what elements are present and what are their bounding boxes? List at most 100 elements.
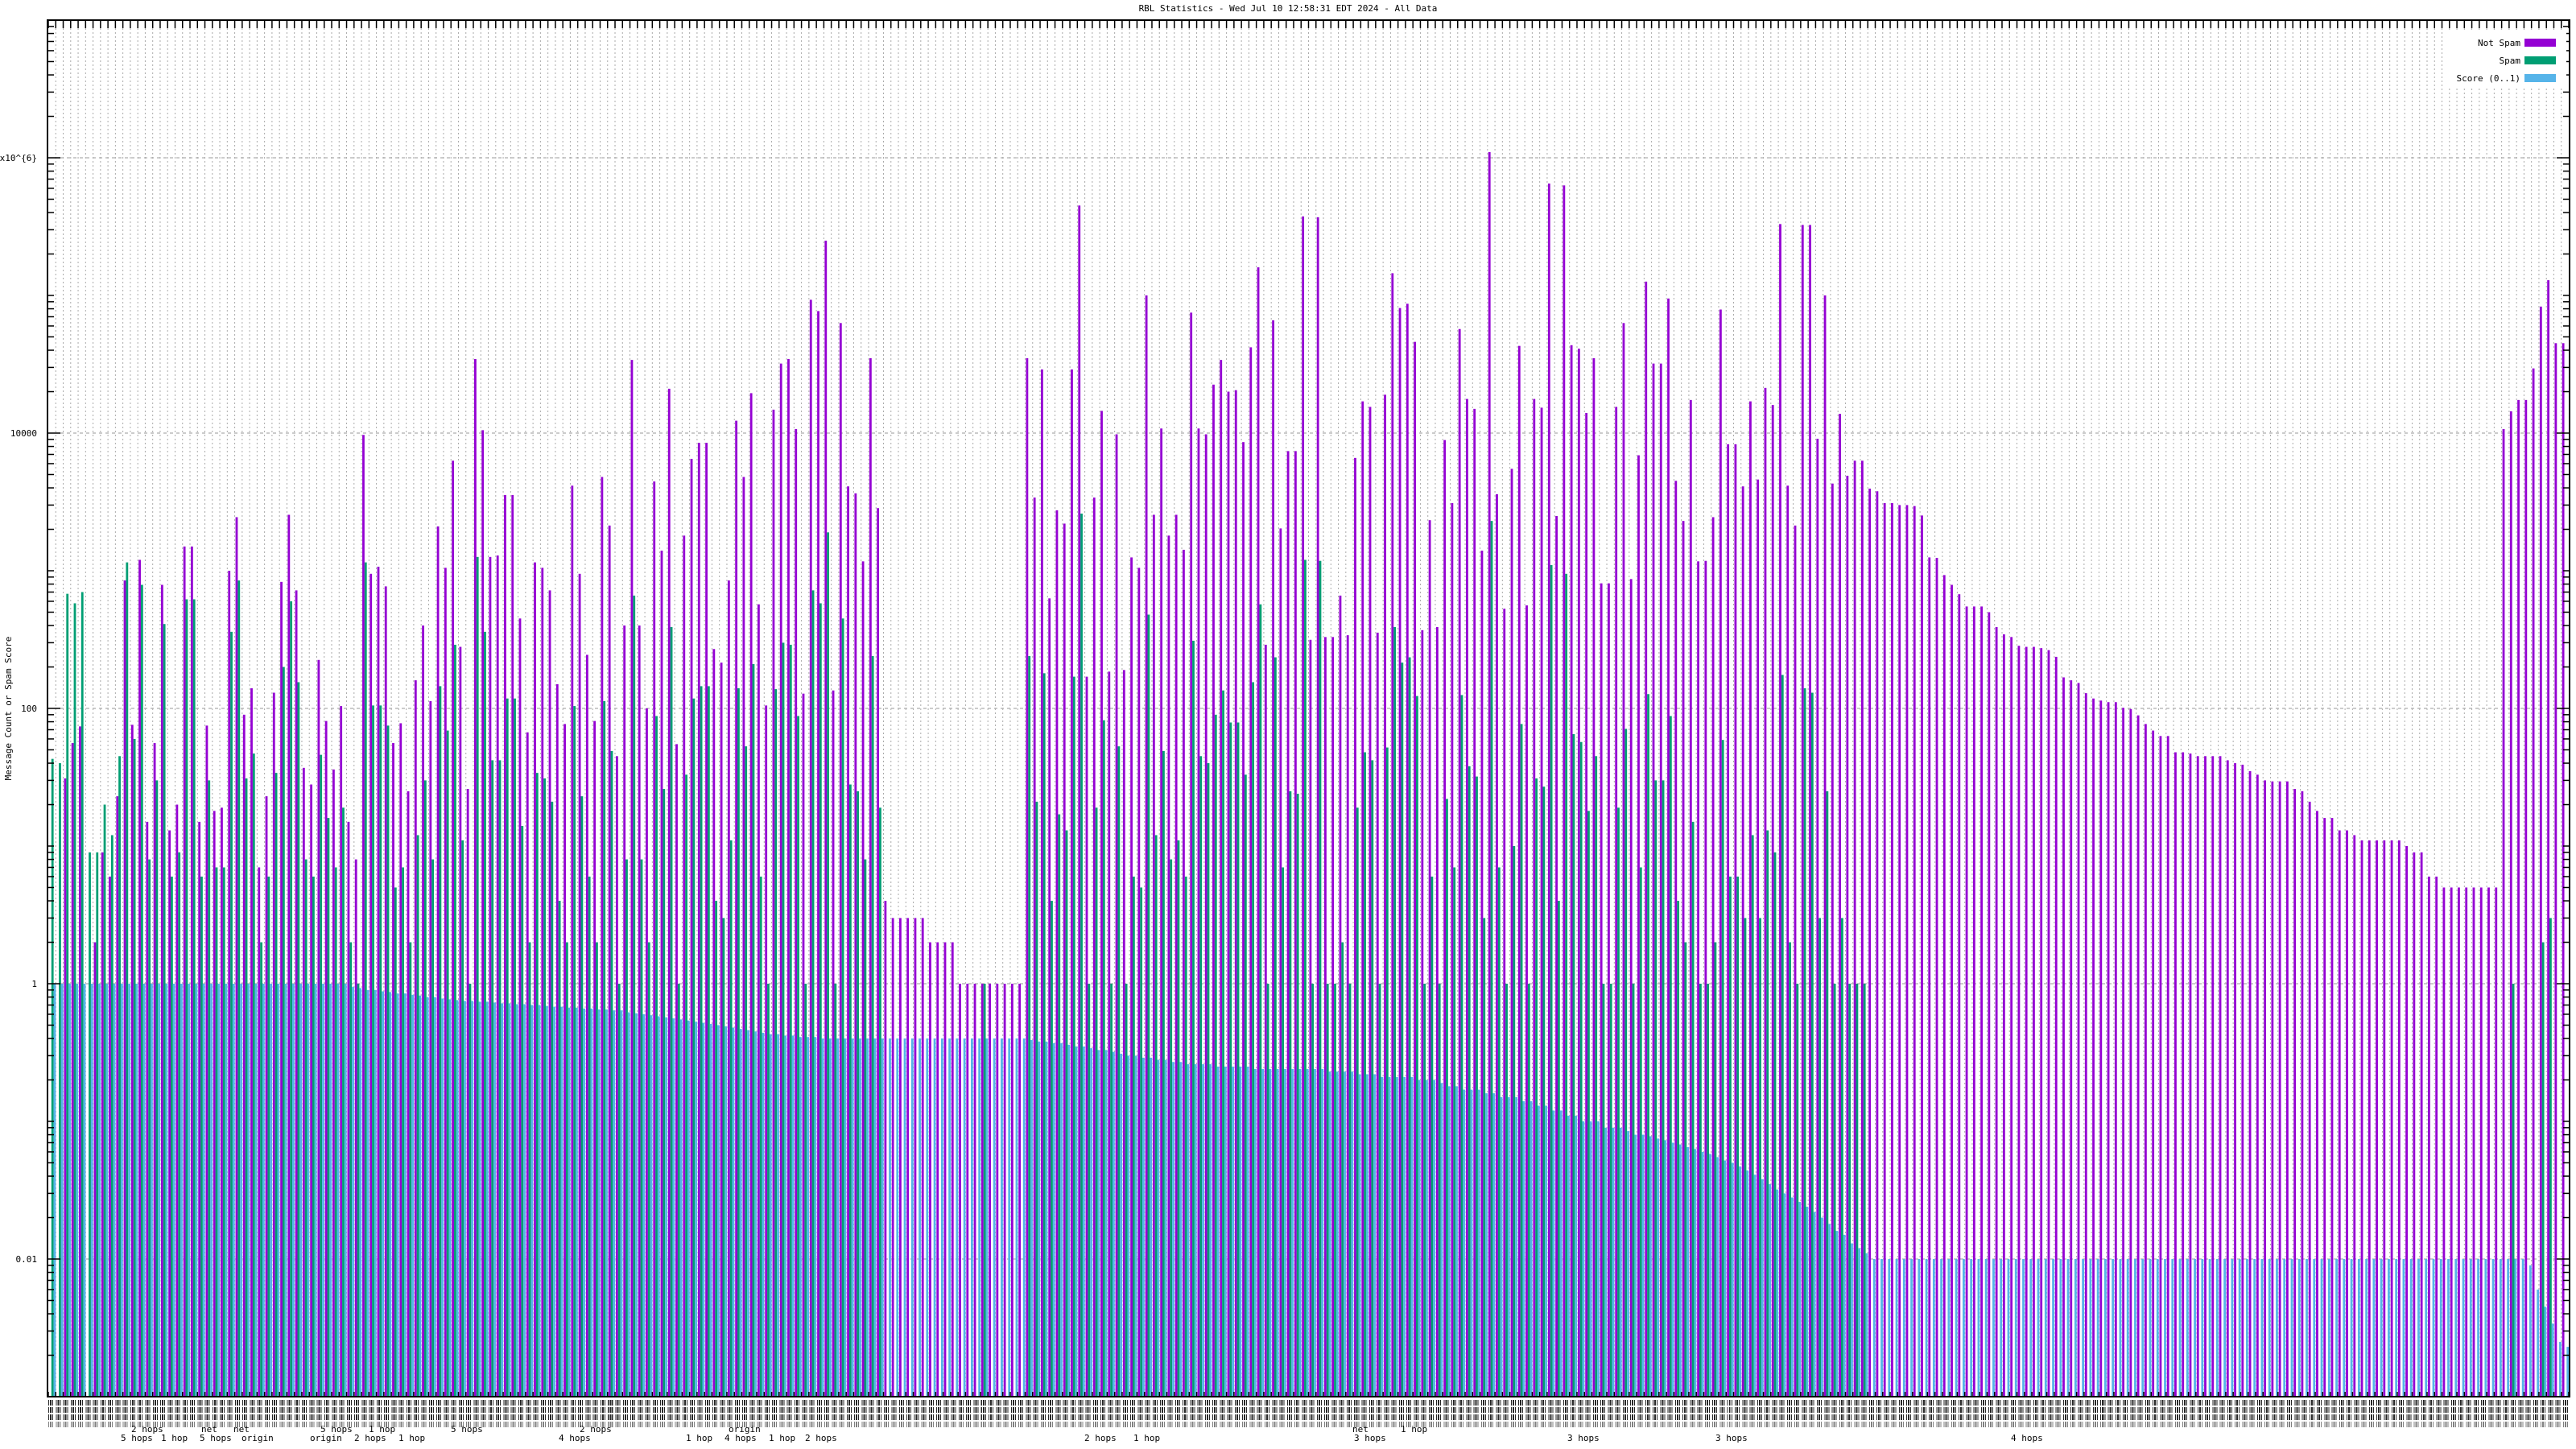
not-spam-bar: [1414, 341, 1416, 1397]
not-spam-bar: [1749, 401, 1752, 1397]
not-spam-bar: [302, 767, 305, 1397]
not-spam-bar: [2502, 428, 2505, 1397]
not-spam-bar: [2338, 830, 2341, 1397]
not-spam-bar: [1771, 405, 1774, 1397]
spam-bar: [1326, 984, 1329, 1397]
score-bar: [464, 1001, 466, 1397]
not-spam-bar: [1092, 497, 1096, 1397]
spam-bar: [647, 942, 650, 1397]
score-bar: [1932, 1259, 1935, 1397]
score-bar: [1365, 1074, 1368, 1397]
not-spam-bar: [459, 646, 462, 1397]
not-spam-bar: [399, 723, 402, 1397]
spam-bar: [59, 763, 61, 1397]
score-bar: [747, 1030, 749, 1397]
score-bar: [1067, 1044, 1071, 1397]
spam-bar: [1341, 942, 1344, 1397]
spam-bar: [208, 780, 211, 1397]
score-bar: [2208, 1259, 2211, 1397]
not-spam-bar: [1741, 486, 1744, 1397]
score-bar: [158, 984, 161, 1397]
score-bar: [254, 984, 258, 1397]
score-bar: [1216, 1066, 1220, 1397]
not-spam-bar: [1473, 408, 1476, 1397]
spam-bar: [1535, 778, 1538, 1397]
not-spam-bar: [1466, 398, 1468, 1397]
not-spam-bar: [1130, 557, 1133, 1397]
not-spam-bar: [1510, 469, 1513, 1397]
score-bar: [970, 1038, 973, 1397]
not-spam-bar: [2219, 756, 2222, 1397]
score-bar: [1291, 1068, 1294, 1397]
not-spam-bar: [675, 744, 678, 1397]
x-group-label: 1 hop: [769, 1433, 795, 1443]
spam-bar: [1222, 690, 1224, 1397]
score-bar: [687, 1020, 690, 1397]
not-spam-bar: [2390, 840, 2393, 1397]
not-spam-bar: [683, 535, 686, 1397]
score-bar: [1813, 1212, 1816, 1397]
score-bar: [2283, 1259, 2286, 1397]
not-spam-bar: [1846, 475, 1849, 1397]
score-bar: [590, 1008, 593, 1397]
not-spam-bar: [1160, 428, 1163, 1397]
spam-bar: [1527, 984, 1530, 1397]
spam-bar: [1848, 984, 1852, 1397]
not-spam-bar: [2330, 818, 2334, 1397]
spam-bar: [342, 807, 345, 1397]
not-spam-bar: [1764, 387, 1767, 1397]
not-spam-bar: [295, 590, 298, 1397]
score-bar: [2253, 1259, 2256, 1397]
spam-bar: [797, 716, 799, 1397]
spam-bar: [252, 753, 255, 1397]
not-spam-bar: [1860, 460, 1864, 1397]
score-bar: [2104, 1259, 2107, 1397]
score-bar: [2171, 1259, 2174, 1397]
not-spam-bar: [1734, 444, 1737, 1397]
score-bar: [1224, 1066, 1227, 1397]
not-spam-bar: [2532, 368, 2535, 1397]
not-spam-bar: [160, 584, 163, 1397]
spam-bar: [349, 942, 353, 1397]
spam-bar: [1833, 984, 1836, 1397]
not-spam-bar: [1316, 217, 1319, 1397]
not-spam-bar: [2226, 760, 2229, 1397]
not-spam-bar: [1577, 349, 1580, 1397]
not-spam-bar: [973, 984, 976, 1397]
score-bar: [1015, 1038, 1018, 1397]
score-bar: [493, 1002, 496, 1397]
spam-bar: [767, 984, 770, 1397]
score-bar: [1090, 1048, 1093, 1397]
spam-bar: [133, 738, 136, 1397]
score-bar: [2447, 1259, 2450, 1397]
score-bar: [2126, 1259, 2129, 1397]
spam-bar: [543, 778, 546, 1397]
spam-bar: [454, 644, 456, 1397]
not-spam-bar: [429, 700, 432, 1397]
score-bar: [128, 984, 131, 1397]
score-bar: [2156, 1259, 2159, 1397]
score-bar: [1559, 1110, 1563, 1397]
score-bar: [2201, 1259, 2204, 1397]
not-spam-bar: [1868, 488, 1872, 1397]
not-spam-bar: [541, 568, 544, 1397]
not-spam-bar: [2248, 770, 2252, 1397]
spam-bar: [1177, 840, 1180, 1397]
spam-bar: [1781, 675, 1784, 1397]
spam-bar: [857, 791, 860, 1397]
score-bar: [1134, 1055, 1137, 1397]
not-spam-bar: [2136, 715, 2140, 1397]
score-bar: [336, 984, 340, 1397]
spam-bar: [282, 667, 285, 1397]
score-bar: [396, 993, 399, 1397]
spam-bar: [1125, 984, 1128, 1397]
not-spam-bar: [869, 357, 872, 1397]
not-spam-bar: [1898, 505, 1901, 1397]
score-bar: [2537, 1289, 2540, 1397]
not-spam-bar: [2070, 680, 2073, 1397]
spam-bar: [1662, 780, 1665, 1397]
spam-bar: [1446, 799, 1448, 1397]
not-spam-bar: [1324, 637, 1327, 1397]
not-spam-bar: [1212, 384, 1215, 1397]
not-spam-bar: [2495, 887, 2498, 1397]
